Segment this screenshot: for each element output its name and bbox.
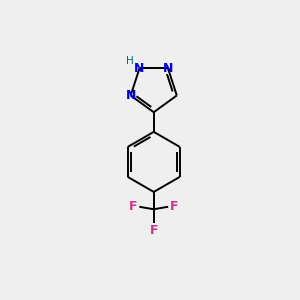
Text: F: F [129,200,137,213]
Text: N: N [163,62,173,75]
Text: H: H [126,56,134,66]
Text: N: N [125,89,136,102]
Text: N: N [134,62,145,75]
Text: F: F [149,224,158,237]
Text: F: F [170,200,179,213]
